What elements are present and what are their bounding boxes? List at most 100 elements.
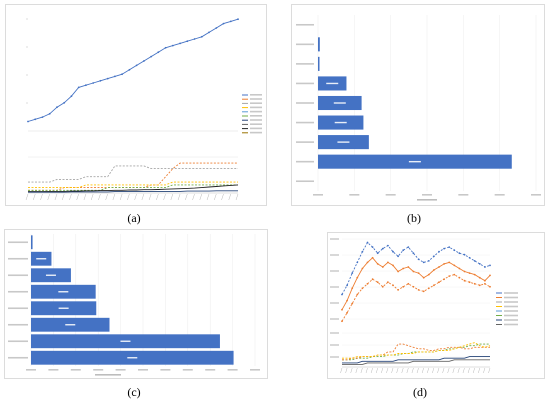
chart-d-xtick-17 <box>427 367 429 374</box>
chart-a-top-series-point-1 <box>34 118 37 121</box>
chart-d-top-tick-label-1 <box>330 254 339 256</box>
chart-d-svg <box>330 238 518 374</box>
chart-a-top-series-point-20 <box>171 44 174 47</box>
chart-a-xtick-24 <box>199 193 202 201</box>
chart-b-bar-label-7 <box>408 160 421 163</box>
chart-d-top-series-1-point-14 <box>412 252 415 255</box>
chart-d-top-series-2-point-11 <box>397 289 399 291</box>
chart-c-bar-label-5 <box>65 324 76 326</box>
chart-a-xtick-13 <box>119 193 123 201</box>
chart-c-xtick-label-5 <box>138 369 148 371</box>
chart-b-category-label-1 <box>296 43 314 46</box>
chart-b-category-label-6 <box>296 141 314 143</box>
chart-b-bar-label-3 <box>326 82 339 85</box>
chart-d-legend-label-5 <box>504 314 518 317</box>
chart-b-svg <box>296 15 541 201</box>
chart-d-xtick-14 <box>411 367 414 374</box>
chart-a-xtick-10 <box>98 193 101 201</box>
chart-a-legend-label-6 <box>250 119 262 121</box>
chart-d-top-series-1-point-7 <box>376 252 379 255</box>
chart-d-top-series-2-point-17 <box>427 287 430 290</box>
chart-a-xtick-23 <box>192 193 195 201</box>
chart-d-top-series-2-point-27 <box>478 284 481 287</box>
chart-d-top-series-0-point-0 <box>341 308 343 311</box>
chart-a-xtick-22 <box>185 193 188 201</box>
chart-d-xtick-11 <box>396 367 399 374</box>
chart-d-bottom-series-0-line <box>342 343 490 361</box>
chart-d-top-series-2-point-13 <box>407 282 410 285</box>
chart-a-xtick-21 <box>177 193 181 201</box>
chart-d-top-series-1-point-2 <box>351 272 354 274</box>
chart-d-bottom-series-4-line <box>342 359 490 365</box>
chart-a-xtick-1 <box>33 193 36 201</box>
chart-d-top-series-1-point-3 <box>356 261 359 264</box>
chart-a-xtick-20 <box>170 193 173 201</box>
chart-b-category-label-0 <box>296 23 314 26</box>
chart-c-xtick-label-1 <box>48 369 59 371</box>
chart-a-xtick-9 <box>91 193 94 201</box>
chart-c-bar-label-4 <box>58 307 69 309</box>
chart-a-top-series-point-5 <box>63 101 66 104</box>
chart-d-top-series-0-point-14 <box>412 270 415 273</box>
chart-d-bottom-series-2-line <box>342 342 491 359</box>
chart-d-xtick-19 <box>437 367 440 374</box>
chart-d-top-series-0-point-19 <box>438 266 440 268</box>
chart-d-top-series-0-point-25 <box>468 272 471 274</box>
chart-a-xtick-8 <box>83 193 87 201</box>
chart-c-xtick-label-4 <box>115 369 126 371</box>
chart-a-xtick-5 <box>62 193 65 201</box>
chart-d-top-series-2-point-16 <box>422 290 425 293</box>
chart-d-top-series-0-point-8 <box>381 266 384 268</box>
chart-b-xtick-label-0 <box>313 194 323 196</box>
chart-d-top-series-0-point-4 <box>361 267 364 270</box>
chart-d-xtick-28 <box>483 367 486 374</box>
chart-d-top-series-1-point-8 <box>381 247 384 250</box>
chart-b-xtick-label-6 <box>531 194 541 196</box>
chart-a-xtick-0 <box>25 193 29 201</box>
chart-panel-d <box>327 232 545 379</box>
chart-panel-c <box>4 229 268 379</box>
chart-a-bottom-series-2-line <box>28 181 238 189</box>
chart-a-legend-label-2 <box>250 102 262 104</box>
chart-a-top-series-point-13 <box>121 73 123 76</box>
chart-d-xtick-5 <box>365 367 368 374</box>
chart-d-xtick-27 <box>478 367 480 374</box>
chart-d-top-series-1-point-10 <box>392 250 394 253</box>
chart-d-top-series-1-point-21 <box>448 246 451 248</box>
chart-d-top-series-1-point-18 <box>433 255 435 258</box>
chart-a-top-series-point-0 <box>27 120 29 123</box>
chart-d-xtick-9 <box>386 367 389 374</box>
chart-d-legend-label-2 <box>504 301 518 303</box>
chart-a-legend-label-1 <box>250 98 262 100</box>
chart-c-bar-label-2 <box>45 274 56 276</box>
chart-d-top-series-0-point-12 <box>402 267 405 270</box>
chart-a-top-series-point-7 <box>77 86 80 89</box>
chart-a-xtick-26 <box>214 193 217 201</box>
chart-d-top-series-0-point-18 <box>433 269 435 271</box>
caption-a: (a) <box>127 211 141 225</box>
chart-a-legend-label-7 <box>250 123 262 125</box>
chart-d-top-series-0-point-16 <box>422 276 425 279</box>
chart-d-bottom-tick-label-0 <box>330 332 339 334</box>
chart-c-xtick-label-3 <box>93 369 104 371</box>
chart-c-bar-label-6 <box>120 340 131 342</box>
chart-d-top-series-0-point-6 <box>371 256 374 259</box>
chart-d-xtick-13 <box>406 367 409 374</box>
chart-a-legend-label-5 <box>250 115 262 117</box>
chart-d-top-series-1-point-15 <box>417 258 420 261</box>
chart-d-xtick-10 <box>391 367 394 374</box>
chart-d-top-series-1-point-23 <box>458 252 461 255</box>
chart-d-xtick-22 <box>452 367 455 374</box>
chart-d-top-tick-label-2 <box>330 270 339 272</box>
chart-a-legend-label-8 <box>250 127 262 130</box>
chart-b-xtick-label-4 <box>458 194 469 196</box>
chart-a-top-series-point-4 <box>56 106 58 109</box>
chart-d-top-series-1-point-27 <box>478 263 481 265</box>
chart-d-top-series-2-point-10 <box>392 284 394 287</box>
chart-d-top-tick-label-0 <box>330 238 339 240</box>
chart-d-top-tick-label-3 <box>330 286 339 288</box>
chart-a-top-series-point-12 <box>114 75 116 78</box>
chart-d-top-series-1-point-12 <box>402 249 405 252</box>
chart-d-top-series-0-point-23 <box>458 267 461 270</box>
chart-c-category-label-7 <box>8 356 28 359</box>
